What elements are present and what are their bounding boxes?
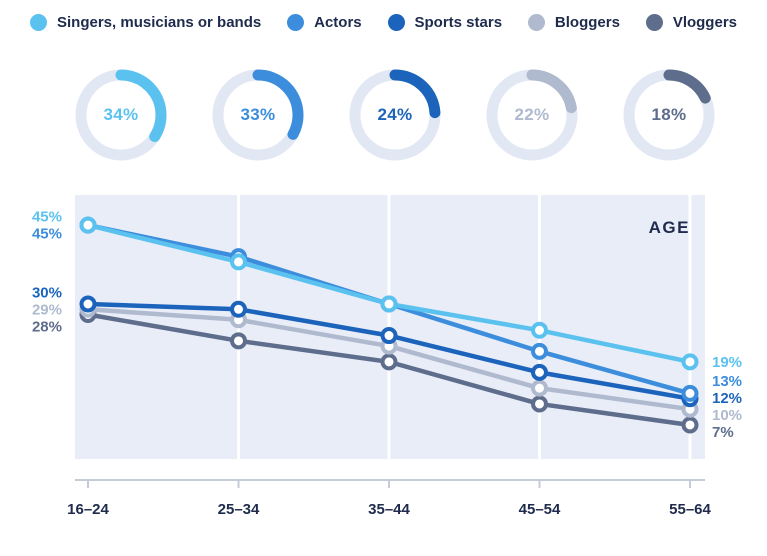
legend-item-sports-stars: Sports stars: [387, 14, 503, 31]
legend-color-dot-icon: [527, 14, 545, 31]
donut-chart: 24%: [349, 69, 441, 161]
svg-text:25–34: 25–34: [218, 501, 260, 518]
donut-ring-icon: [212, 69, 304, 161]
svg-text:12%: 12%: [712, 390, 742, 407]
svg-text:45–54: 45–54: [519, 501, 561, 518]
donut-value: 33%: [240, 105, 276, 124]
donut-chart: 18%: [623, 69, 715, 161]
svg-text:30%: 30%: [32, 284, 62, 301]
donut-ring-icon: [623, 69, 715, 161]
chart-legend: Singers, musicians or bands Actors Sport…: [0, 0, 767, 31]
legend-item-label: Singers, musicians or bands: [57, 14, 262, 31]
legend-item-label: Actors: [314, 14, 362, 31]
legend-item-singers: Singers, musicians or bands: [30, 14, 261, 31]
legend-item-label: Vloggers: [672, 14, 737, 31]
donut-chart: 33%: [212, 69, 304, 161]
legend-color-dot-icon: [30, 14, 47, 31]
svg-text:7%: 7%: [712, 424, 734, 441]
svg-text:28%: 28%: [32, 318, 62, 335]
svg-text:AGE: AGE: [649, 218, 690, 237]
svg-text:19%: 19%: [712, 354, 742, 371]
legend-color-dot-icon: [387, 14, 405, 31]
donut-value: 34%: [103, 105, 139, 124]
legend-item-bloggers: Bloggers: [527, 14, 620, 31]
age-line-chart: AGE 16–24 25–34 35–44 45–54 55–64 45% 19% 45% 13%…: [32, 195, 742, 518]
legend-color-dot-icon: [645, 14, 663, 31]
donut-chart: 34%: [75, 69, 167, 161]
legend-item-vloggers: Vloggers: [645, 14, 737, 31]
donut-value: 24%: [377, 105, 413, 124]
donut-chart: 22%: [486, 69, 578, 161]
donut-ring-icon: [349, 69, 441, 161]
legend-item-label: Sports stars: [414, 14, 503, 31]
svg-text:45%: 45%: [32, 209, 62, 226]
svg-text:13%: 13%: [712, 373, 742, 390]
donut-ring-icon: [486, 69, 578, 161]
svg-text:55–64: 55–64: [669, 501, 711, 518]
donut-value: 22%: [514, 105, 550, 124]
svg-text:16–24: 16–24: [67, 501, 109, 518]
age-chart-section: AGE 16–24 25–34 35–44 45–54 55–64 45% 19% 45% 13%…: [0, 183, 767, 553]
legend-color-dot-icon: [287, 14, 305, 31]
svg-text:35–44: 35–44: [368, 501, 410, 518]
legend-item-label: Bloggers: [554, 14, 620, 31]
donut-ring-icon: [75, 69, 167, 161]
svg-text:10%: 10%: [712, 407, 742, 424]
svg-text:45%: 45%: [32, 226, 62, 243]
donut-value: 18%: [651, 105, 687, 124]
legend-item-actors: Actors: [287, 14, 362, 31]
svg-text:29%: 29%: [32, 301, 62, 318]
donut-row: 34% 33% 24% 22% 18%: [0, 31, 767, 161]
